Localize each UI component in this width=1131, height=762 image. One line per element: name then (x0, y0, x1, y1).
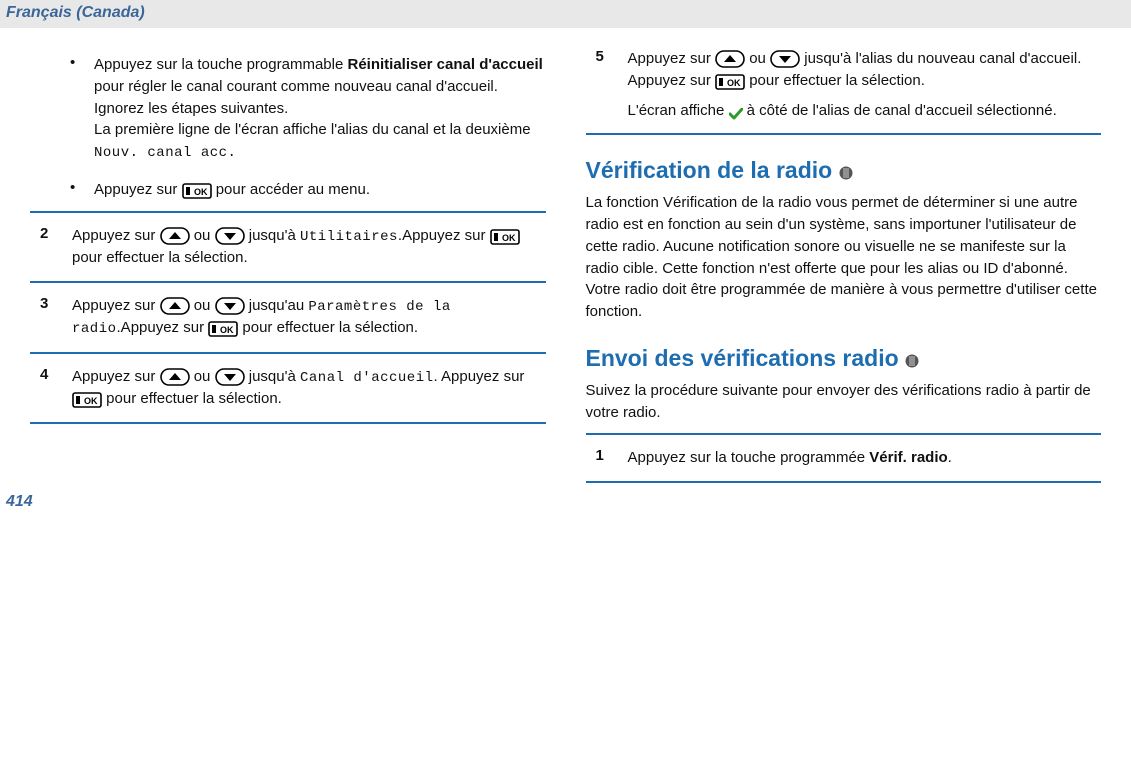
page-number: 414 (0, 493, 1131, 521)
feature-icon (839, 157, 853, 183)
down-button-icon (770, 50, 800, 67)
ok-button-icon (490, 227, 520, 244)
paragraph: Suivez la procédure suivante pour envoye… (586, 380, 1102, 424)
step-number: 5 (596, 48, 614, 121)
step-number: 1 (596, 447, 614, 469)
text: pour effectuer la sélection. (106, 390, 282, 407)
text: Appuyez sur la touche programmable (94, 56, 343, 73)
text: L'écran affiche (628, 102, 729, 119)
up-button-icon (160, 368, 190, 385)
header-language: Français (Canada) (6, 4, 145, 21)
bullet-dot: • (70, 179, 80, 201)
right-column: 5 Appuyez sur ou jusqu'à l'alias du nouv… (586, 48, 1102, 483)
down-button-icon (215, 297, 245, 314)
text: La première ligne de l'écran affiche l'a… (94, 121, 531, 138)
bold-text: Réinitialiser canal d'accueil (347, 56, 542, 73)
bullet-text: Appuyez sur pour accéder au menu. (94, 179, 370, 201)
step-text: Appuyez sur ou jusqu'à l'alias du nouvea… (628, 48, 1102, 121)
heading-text: Vérification de la radio (586, 157, 839, 183)
bullet-item: • Appuyez sur pour accéder au menu. (30, 173, 546, 211)
text: .Appuyez sur (117, 319, 209, 336)
text: ou (194, 227, 215, 244)
step-3: 3 Appuyez sur ou jusqu'au Paramètres de … (30, 281, 546, 352)
step-text: Appuyez sur la touche programmée Vérif. … (628, 447, 952, 469)
heading-envoi: Envoi des vérifications radio (586, 345, 1102, 372)
mono-text: Nouv. canal acc. (94, 145, 236, 161)
feature-icon (905, 345, 919, 371)
step-5: 5 Appuyez sur ou jusqu'à l'alias du nouv… (586, 48, 1102, 135)
text: Appuyez sur (72, 227, 160, 244)
page-header: Français (Canada) (0, 0, 1131, 28)
step-number: 2 (40, 225, 58, 269)
step-number: 4 (40, 366, 58, 410)
text: pour accéder au menu. (216, 181, 370, 198)
bullet-text: Appuyez sur la touche programmable Réini… (94, 54, 546, 163)
text: ou (194, 297, 215, 314)
step-number: 3 (40, 295, 58, 340)
text: Appuyez sur (94, 181, 182, 198)
bullet-item: • Appuyez sur la touche programmable Réi… (30, 48, 546, 173)
mono-text: Canal d'accueil (300, 370, 434, 386)
down-button-icon (215, 368, 245, 385)
text: jusqu'au (249, 297, 309, 314)
text: . Appuyez sur (434, 368, 525, 385)
text: .Appuyez sur (398, 227, 490, 244)
step-4: 4 Appuyez sur ou jusqu'à Canal d'accueil… (30, 352, 546, 424)
text: Appuyez sur (628, 50, 716, 67)
text: . (948, 449, 952, 466)
step-text: Appuyez sur ou jusqu'à Utilitaires.Appuy… (72, 225, 546, 269)
text: à côté de l'alias de canal d'accueil sél… (747, 102, 1057, 119)
step-2: 2 Appuyez sur ou jusqu'à Utilitaires.App… (30, 211, 546, 281)
text: pour effectuer la sélection. (749, 72, 925, 89)
mono-text: Utilitaires (300, 229, 398, 245)
up-button-icon (160, 297, 190, 314)
ok-button-icon (72, 390, 102, 407)
ok-button-icon (208, 319, 238, 336)
step-text: Appuyez sur ou jusqu'au Paramètres de la… (72, 295, 546, 340)
step-1: 1 Appuyez sur la touche programmée Vérif… (586, 433, 1102, 483)
bullet-dot: • (70, 54, 80, 163)
check-icon (729, 102, 743, 119)
text: pour effectuer la sélection. (242, 319, 418, 336)
text: pour régler le canal courant comme nouve… (94, 78, 498, 117)
paragraph: La fonction Vérification de la radio vou… (586, 192, 1102, 323)
text: Appuyez sur (72, 368, 160, 385)
heading-text: Envoi des vérifications radio (586, 345, 906, 371)
text: ou (749, 50, 770, 67)
text: jusqu'à (249, 368, 300, 385)
up-button-icon (715, 50, 745, 67)
up-button-icon (160, 227, 190, 244)
left-column: • Appuyez sur la touche programmable Réi… (30, 48, 546, 483)
ok-button-icon (182, 181, 212, 198)
text: pour effectuer la sélection. (72, 249, 248, 266)
ok-button-icon (715, 72, 745, 89)
page-content: • Appuyez sur la touche programmable Réi… (0, 28, 1131, 493)
bold-text: Vérif. radio (869, 449, 947, 466)
heading-verification: Vérification de la radio (586, 157, 1102, 184)
step-text: Appuyez sur ou jusqu'à Canal d'accueil. … (72, 366, 546, 410)
text: Appuyez sur (72, 297, 160, 314)
down-button-icon (215, 227, 245, 244)
text: Appuyez sur la touche programmée (628, 449, 870, 466)
text: jusqu'à (249, 227, 300, 244)
text: ou (194, 368, 215, 385)
